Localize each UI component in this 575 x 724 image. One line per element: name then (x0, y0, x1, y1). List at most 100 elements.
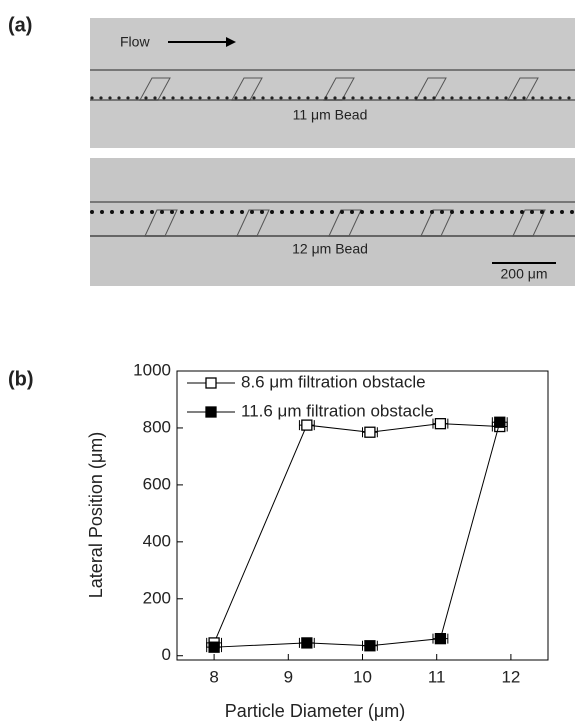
obstacle (236, 209, 270, 237)
bead (171, 96, 175, 100)
bead (180, 96, 184, 100)
bead (297, 96, 301, 100)
y-tick-label: 1000 (133, 360, 171, 379)
bead (387, 96, 391, 100)
bead (522, 96, 526, 100)
bead (243, 96, 247, 100)
bead (290, 210, 294, 214)
bead (459, 96, 463, 100)
bead (460, 210, 464, 214)
bead (261, 96, 265, 100)
obstacle (139, 77, 171, 101)
bead (396, 96, 400, 100)
bead (320, 210, 324, 214)
bead (378, 96, 382, 100)
bead (200, 210, 204, 214)
bead (351, 96, 355, 100)
bead (310, 210, 314, 214)
bead (432, 96, 436, 100)
bead (405, 96, 409, 100)
bead (108, 96, 112, 100)
bead (225, 96, 229, 100)
bead (288, 96, 292, 100)
bead (315, 96, 319, 100)
bead (500, 210, 504, 214)
bead (350, 210, 354, 214)
obstacle (512, 209, 546, 237)
bead (560, 210, 564, 214)
bead (180, 210, 184, 214)
micrograph-top (90, 18, 575, 148)
obstacle (231, 77, 263, 101)
panel-label: (b) (8, 368, 34, 390)
bead (210, 210, 214, 214)
bead (300, 210, 304, 214)
bead (120, 210, 124, 214)
bead (400, 210, 404, 214)
bead (495, 96, 499, 100)
y-tick-label: 600 (143, 474, 171, 493)
x-tick-label: 12 (501, 667, 520, 686)
bead (410, 210, 414, 214)
bead (130, 210, 134, 214)
obstacle (144, 209, 178, 237)
bead (270, 96, 274, 100)
bead (220, 210, 224, 214)
scale-label: 200 μm (501, 266, 548, 282)
obstacle (323, 77, 355, 101)
bead (90, 210, 94, 214)
bead (280, 210, 284, 214)
bead (230, 210, 234, 214)
marker (301, 637, 313, 649)
bead (189, 96, 193, 100)
bead (423, 96, 427, 100)
bead (414, 96, 418, 100)
bead (330, 210, 334, 214)
marker (494, 416, 506, 428)
flow-label: Flow (120, 34, 150, 50)
bead (441, 96, 445, 100)
bead (153, 96, 157, 100)
micrograph: Flow 11 μm Bead 12 μm Bead 200 μm (90, 18, 575, 286)
bead (420, 210, 424, 214)
bead (252, 96, 256, 100)
bead (340, 210, 344, 214)
bead (549, 96, 553, 100)
bead (390, 210, 394, 214)
bead (513, 96, 517, 100)
y-tick-label: 400 (143, 531, 171, 550)
bead (570, 210, 574, 214)
series-line (214, 422, 501, 648)
x-tick-label: 8 (209, 667, 218, 686)
obstacle (507, 77, 539, 101)
bead (360, 210, 364, 214)
x-tick-label: 11 (428, 667, 446, 686)
legend-marker (205, 377, 217, 389)
bead (100, 210, 104, 214)
series-line (213, 423, 500, 644)
micrograph-bottom (90, 158, 575, 286)
panel-label: (a) (8, 14, 32, 36)
bead (216, 96, 220, 100)
legend-label: 11.6 μm filtration obstacle (241, 401, 434, 420)
bead (430, 210, 434, 214)
bead (370, 210, 374, 214)
legend-label: 8.6 μm filtration obstacle (241, 372, 426, 391)
bead (450, 96, 454, 100)
bead (480, 210, 484, 214)
bead (450, 210, 454, 214)
bead (190, 210, 194, 214)
bead (550, 210, 554, 214)
flow-arrowhead (226, 37, 236, 47)
bead (240, 210, 244, 214)
bead (520, 210, 524, 214)
bead (360, 96, 364, 100)
bead (260, 210, 264, 214)
bead (140, 210, 144, 214)
bead (558, 96, 562, 100)
bead (567, 96, 571, 100)
bead (160, 210, 164, 214)
bead (170, 210, 174, 214)
bead (333, 96, 337, 100)
